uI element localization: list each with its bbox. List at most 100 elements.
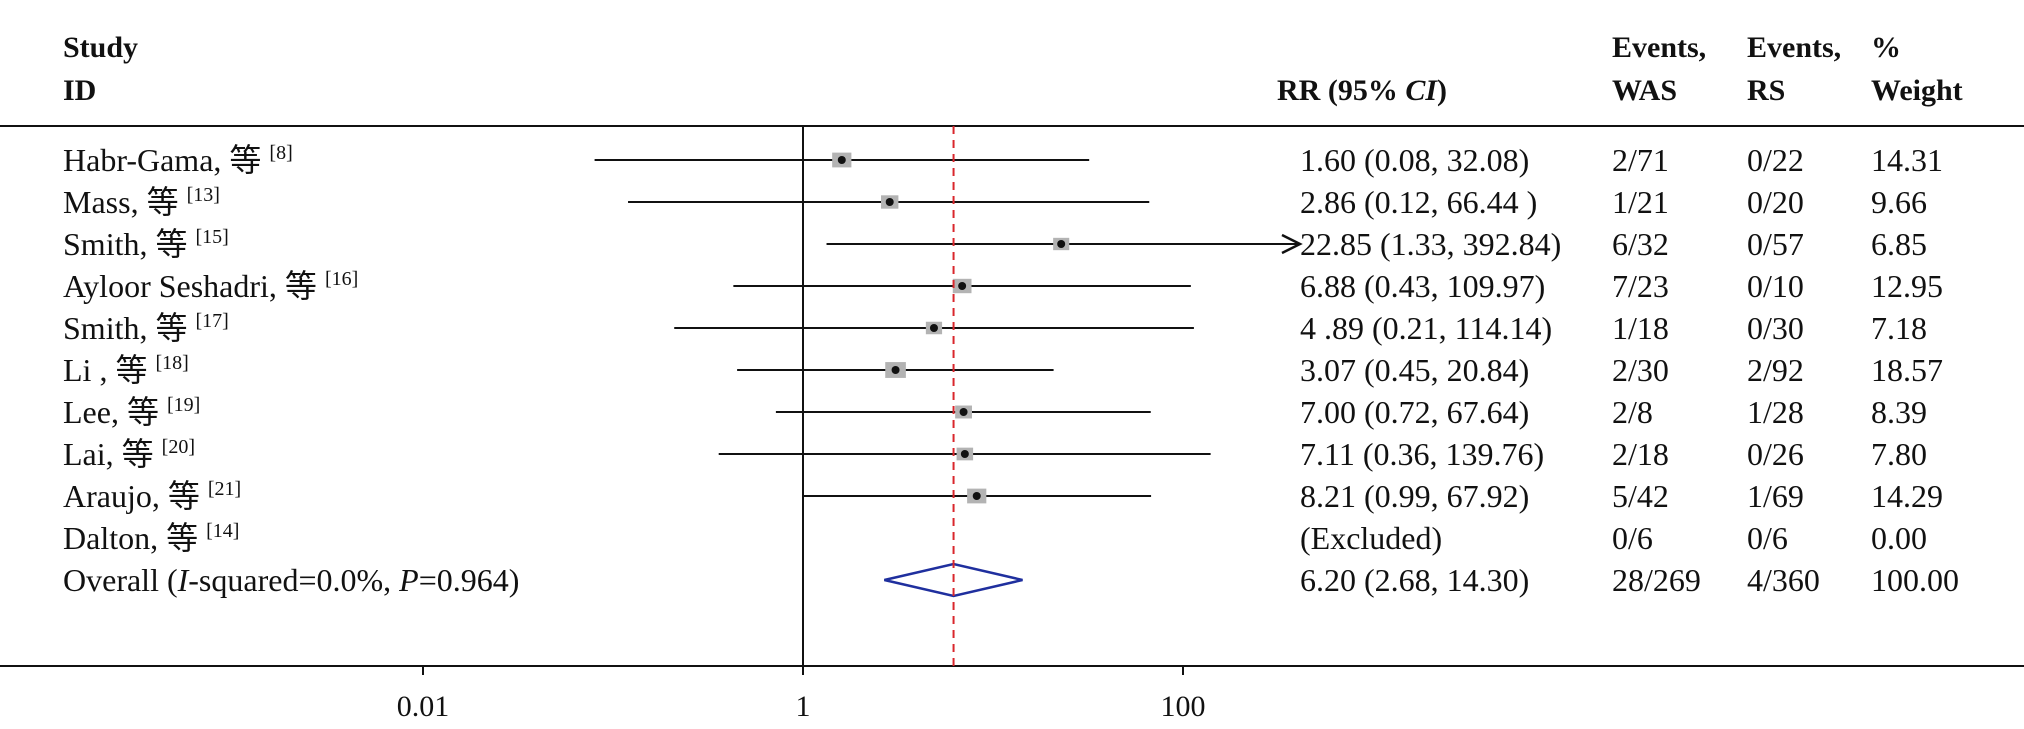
weight-value: 18.57	[1871, 352, 1943, 388]
overall-label-part: I	[177, 562, 190, 598]
overall-events-was: 28/269	[1612, 562, 1701, 598]
study-reference: [21]	[208, 478, 241, 500]
point-estimate	[959, 408, 968, 416]
study-reference: [19]	[167, 394, 200, 416]
point-estimate	[929, 324, 938, 332]
header-study: Study	[63, 31, 138, 64]
events-rs: 0/26	[1747, 436, 1804, 472]
study-reference: [20]	[162, 436, 195, 458]
weight-value: 14.29	[1871, 478, 1943, 514]
events-was: 2/71	[1612, 142, 1669, 178]
events-rs: 2/92	[1747, 352, 1804, 388]
overall-label: Overall (I-squared=0.0%, P=0.964)	[63, 562, 519, 598]
rr-value: 1.60 (0.08, 32.08)	[1300, 142, 1529, 178]
point-estimate	[960, 450, 969, 458]
rr-value: 3.07 (0.45, 20.84)	[1300, 352, 1529, 388]
study-reference: [17]	[195, 310, 228, 332]
study-label: Lai, 等 [20]	[63, 436, 195, 472]
events-rs: 0/57	[1747, 226, 1804, 262]
events-rs: 0/20	[1747, 184, 1804, 220]
header-weight-1: %	[1871, 31, 1901, 64]
overall-label-part: =0.964)	[419, 562, 520, 598]
events-was: 1/21	[1612, 184, 1669, 220]
study-name: Lai, 等	[63, 436, 162, 472]
study-label: Smith, 等 [17]	[63, 310, 229, 346]
study-label: Li , 等 [18]	[63, 352, 189, 388]
overall-rr-value: 6.20 (2.68, 14.30)	[1300, 562, 1529, 598]
overall-diamond	[884, 562, 1023, 598]
rr-value: 6.88 (0.43, 109.97)	[1300, 268, 1545, 304]
x-tick-label: 1	[796, 690, 811, 723]
events-rs: 0/30	[1747, 310, 1804, 346]
weight-value: 0.00	[1871, 520, 1927, 556]
weight-value: 8.39	[1871, 394, 1927, 430]
weight-value: 12.95	[1871, 268, 1943, 304]
rr-value: 22.85 (1.33, 392.84)	[1300, 226, 1561, 262]
study-reference: [14]	[206, 520, 239, 542]
events-was: 2/30	[1612, 352, 1669, 388]
rr-value: 2.86 (0.12, 66.44 )	[1300, 184, 1537, 220]
study-name: Araujo, 等	[63, 478, 208, 514]
study-reference: [15]	[195, 226, 228, 248]
weight-value: 7.18	[1871, 310, 1927, 346]
study-name: Lee, 等	[63, 394, 167, 430]
point-estimate	[1057, 240, 1066, 248]
events-was: 2/18	[1612, 436, 1669, 472]
events-was: 0/6	[1612, 520, 1653, 556]
study-reference: [13]	[187, 184, 220, 206]
header-id: ID	[63, 74, 96, 107]
events-was: 7/23	[1612, 268, 1669, 304]
ci-arrow	[1281, 233, 1303, 255]
study-label: Mass, 等 [13]	[63, 184, 220, 220]
x-tick-label: 100	[1161, 690, 1206, 723]
weight-value: 7.80	[1871, 436, 1927, 472]
events-rs: 0/10	[1747, 268, 1804, 304]
rr-value: 8.21 (0.99, 67.92)	[1300, 478, 1529, 514]
overall-weight-value: 100.00	[1871, 562, 1959, 598]
events-was: 1/18	[1612, 310, 1669, 346]
study-label: Smith, 等 [15]	[63, 226, 229, 262]
study-label: Araujo, 等 [21]	[63, 478, 241, 514]
header-rr: RR (95% CI)	[1277, 74, 1447, 107]
rr-value: 7.00 (0.72, 67.64)	[1300, 394, 1529, 430]
rr-value: (Excluded)	[1300, 520, 1442, 556]
study-name: Smith, 等	[63, 310, 195, 346]
study-label: Habr-Gama, 等 [8]	[63, 142, 293, 178]
weight-value: 6.85	[1871, 226, 1927, 262]
header-rr-close: )	[1437, 74, 1447, 107]
header-rr-ci: CI	[1405, 74, 1438, 107]
header-rr-text: RR (95%	[1277, 74, 1405, 107]
events-rs: 0/22	[1747, 142, 1804, 178]
events-was: 2/8	[1612, 394, 1653, 430]
study-name: Mass, 等	[63, 184, 187, 220]
study-reference: [16]	[325, 268, 358, 290]
weight-value: 9.66	[1871, 184, 1927, 220]
events-was: 5/42	[1612, 478, 1669, 514]
point-estimate	[972, 492, 981, 500]
header-events-rs-2: RS	[1747, 74, 1785, 107]
overall-label-part: Overall (	[63, 562, 178, 598]
study-name: Ayloor Seshadri, 等	[63, 268, 325, 304]
header-weight-2: Weight	[1871, 74, 1963, 107]
header-events-was-2: WAS	[1612, 74, 1677, 107]
events-rs: 0/6	[1747, 520, 1788, 556]
point-estimate	[885, 198, 894, 206]
study-name: Habr-Gama, 等	[63, 142, 269, 178]
header-events-rs-1: Events,	[1747, 31, 1841, 64]
events-rs: 1/28	[1747, 394, 1804, 430]
study-label: Lee, 等 [19]	[63, 394, 200, 430]
overall-label-part: P	[398, 562, 419, 598]
events-rs: 1/69	[1747, 478, 1804, 514]
study-name: Li , 等	[63, 352, 155, 388]
point-estimate	[837, 156, 846, 164]
overall-events-rs: 4/360	[1747, 562, 1820, 598]
study-label: Dalton, 等 [14]	[63, 520, 239, 556]
point-estimate	[958, 282, 967, 290]
events-was: 6/32	[1612, 226, 1669, 262]
x-tick-label: 0.01	[397, 690, 450, 723]
rr-value: 7.11 (0.36, 139.76)	[1300, 436, 1544, 472]
header-events-was-1: Events,	[1612, 31, 1706, 64]
study-label: Ayloor Seshadri, 等 [16]	[63, 268, 358, 304]
